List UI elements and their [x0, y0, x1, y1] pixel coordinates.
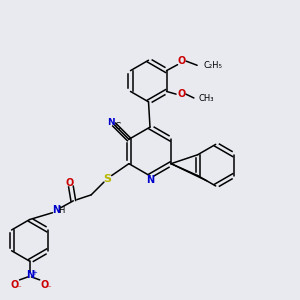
Text: O: O: [177, 56, 185, 66]
Text: C₂H₅: C₂H₅: [203, 61, 222, 70]
Text: N: N: [26, 270, 34, 280]
Text: N: N: [146, 175, 155, 185]
Text: C: C: [115, 122, 121, 131]
Text: ⁻: ⁻: [16, 284, 21, 293]
Text: N: N: [107, 118, 114, 127]
Text: O: O: [41, 280, 49, 290]
Text: S: S: [103, 173, 112, 184]
Text: ⁻: ⁻: [46, 284, 51, 293]
Text: H: H: [58, 206, 65, 215]
Text: CH₃: CH₃: [199, 94, 214, 103]
Text: N: N: [52, 205, 60, 215]
Text: O: O: [66, 178, 74, 188]
Text: O: O: [10, 280, 19, 290]
Text: +: +: [31, 270, 37, 276]
Text: O: O: [178, 89, 186, 99]
